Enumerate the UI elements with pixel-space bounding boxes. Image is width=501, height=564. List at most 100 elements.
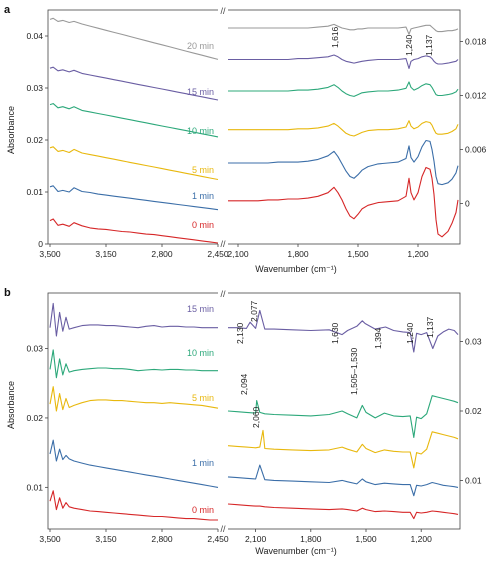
- panel-a-line-left-0-min: [49, 218, 219, 244]
- panel-b-left-ytick-label: 0.03: [26, 344, 43, 354]
- panel-a-line-left-20-min: [49, 17, 219, 60]
- panel-b-right-ytick-label: 0.01: [465, 475, 482, 485]
- panel-b-line-left-5-min: [49, 386, 219, 412]
- panel-b-peak-annotation: 2,130: [235, 322, 245, 344]
- panel-b-right-xtick-label: 2,100: [245, 534, 267, 544]
- panel-a-series-label-0-min: 0 min: [192, 220, 214, 230]
- panel-b-line-right-5-min: [227, 429, 459, 469]
- panel-b-axis-break: //: [220, 524, 226, 534]
- panel-a-left-ytick-label: 0.03: [26, 83, 43, 93]
- panel-a-ylabel: Absorbance: [6, 106, 16, 154]
- panel-b-peak-annotation: 1,240: [405, 322, 415, 344]
- panel-b-series-label-15-min: 15 min: [187, 304, 214, 314]
- panel-b-line-right-1-min: [227, 464, 459, 497]
- panel-a-left-xtick-label: 3,150: [95, 249, 117, 259]
- panel-a-xlabel: Wavenumber (cm⁻¹): [255, 264, 336, 274]
- panel-b-line-left-15-min: [49, 302, 218, 337]
- panel-a-line-left-1-min: [49, 185, 219, 211]
- panel-a-peak-annotation: 1,240: [404, 34, 414, 56]
- panel-a-annotations: 1,616 1,240 1,137: [330, 26, 434, 56]
- panel-b-series: [49, 302, 459, 521]
- panel-b-peak-annotation: 1,630: [330, 322, 340, 344]
- panel-a-right-ytick-label: 0.006: [465, 145, 487, 155]
- panel-a-line-right-15-min: [228, 54, 459, 70]
- panel-a-series-label-10-min: 10 min: [187, 126, 214, 136]
- panel-b-series-labels: 0 min 1 min 5 min 10 min 15 min: [187, 304, 214, 515]
- panel-a-line-right-5-min: [228, 120, 459, 137]
- panel-b-line-right-10-min: [227, 395, 459, 438]
- panel-a-right-ytick-label: 0: [465, 199, 470, 209]
- panel-b-line-right-0-min: [227, 503, 459, 520]
- panel-b-left-xtick-label: 3,150: [95, 534, 117, 544]
- panel-b-series-label-0-min: 0 min: [192, 505, 214, 515]
- panel-a-peak-annotation: 1,137: [424, 34, 434, 56]
- panel-a-left-ytick-label: 0.01: [26, 187, 43, 197]
- panel-b-line-right-15-min: [228, 309, 459, 353]
- panel-a-line-left-15-min: [49, 66, 219, 101]
- panel-b-ylabel: Absorbance: [6, 381, 16, 429]
- panel-b-left-xtick-label: 2,800: [151, 534, 173, 544]
- panel-b-peak-annotation: 2,060: [251, 406, 261, 428]
- panel-b-peak-annotation: 1,137: [425, 316, 435, 338]
- panel-b-break-mask-top: [218, 287, 228, 299]
- panel-a-left-xtick-label: 3,500: [39, 249, 61, 259]
- panel-a-series-label-20-min: 20 min: [187, 41, 214, 51]
- panel-b: b Absorbance Wavenumber (cm⁻¹) // // 3,5…: [4, 287, 482, 556]
- panel-a-right-xtick-label: 1,500: [347, 249, 369, 259]
- panel-b-peak-annotation: 1,394: [373, 327, 383, 349]
- panel-b-label: b: [4, 287, 11, 299]
- panel-a-line-left-10-min: [49, 103, 219, 138]
- panel-a-left-ytick-label: 0.02: [26, 135, 43, 145]
- panel-a-line-right-0-min: [228, 166, 459, 238]
- panel-a-left-ticks: 3,500 3,150 2,800 2,450 0 0.01 0.02 0.03 0.04: [26, 31, 228, 259]
- panel-a: a Absorbance Wavenumber (cm⁻¹) // // 3,5…: [4, 4, 487, 274]
- panel-b-peak-annotation: 1,505–1,530: [349, 347, 359, 395]
- panel-b-left-ticks: 3,500 3,150 2,800 2,450 0.01 0.02 0.03: [26, 344, 228, 544]
- panel-b-right-ytick-label: 0.02: [465, 406, 482, 416]
- panel-b-break-mask: [218, 523, 228, 535]
- panel-b-xlabel: Wavenumber (cm⁻¹): [255, 546, 336, 556]
- panel-a-right-xtick-label: 2,100: [227, 249, 249, 259]
- panel-a-series-label-15-min: 15 min: [187, 87, 214, 97]
- panel-b-line-left-10-min: [49, 349, 218, 379]
- panel-a-right-ticks: 2,100 1,800 1,500 1,200 0 0.006 0.012 0.018: [227, 37, 486, 260]
- panel-b-line-left-0-min: [49, 490, 218, 521]
- panel-a-break-mask-top: [218, 4, 228, 16]
- panel-a-line-right-10-min: [228, 81, 459, 97]
- panel-b-line-left-1-min: [49, 439, 219, 488]
- panel-b-series-label-5-min: 5 min: [192, 393, 214, 403]
- panel-a-left-ytick-label: 0: [38, 239, 43, 249]
- panel-a-axis-break-top: //: [220, 6, 226, 16]
- panel-b-series-label-1-min: 1 min: [192, 458, 214, 468]
- panel-a-right-xtick-label: 1,800: [287, 249, 309, 259]
- panel-a-line-right-1-min: [228, 139, 459, 186]
- panel-b-right-xtick-label: 1,500: [355, 534, 377, 544]
- panel-a-frame: [47, 9, 461, 245]
- panel-a-peak-annotation: 1,616: [330, 26, 340, 48]
- panel-a-axis-break: //: [220, 239, 226, 249]
- panel-a-line-left-5-min: [49, 146, 219, 181]
- panel-b-left-ytick-label: 0.01: [26, 482, 43, 492]
- panel-b-right-xtick-label: 1,800: [300, 534, 322, 544]
- panel-b-annotations: 2,130 2,077 2,094 2,060 1,630 1,505–1,530 1,39…: [235, 300, 435, 428]
- panel-a-left-xtick-label: 2,800: [151, 249, 173, 259]
- panel-b-peak-annotation: 2,094: [239, 373, 249, 395]
- panel-a-series-label-1-min: 1 min: [192, 191, 214, 201]
- panel-a-right-xtick-label: 1,200: [407, 249, 429, 259]
- panel-b-axis-break-top: //: [220, 289, 226, 299]
- panel-b-right-xtick-label: 1,200: [411, 534, 433, 544]
- panel-b-right-ticks: 2,100 1,800 1,500 1,200 0.01 0.02 0.03: [245, 337, 482, 544]
- panel-a-line-right-20-min: [228, 23, 459, 35]
- panel-b-series-label-10-min: 10 min: [187, 348, 214, 358]
- panel-a-series-label-5-min: 5 min: [192, 165, 214, 175]
- panel-a-right-ytick-label: 0.018: [465, 37, 487, 47]
- panel-a-left-xtick-label: 2,450: [207, 249, 229, 259]
- panel-b-left-xtick-label: 3,500: [39, 534, 61, 544]
- panel-b-right-ytick-label: 0.03: [465, 337, 482, 347]
- panel-b-left-xtick-label: 2,450: [207, 534, 229, 544]
- panel-a-break-mask: [218, 238, 228, 250]
- panel-b-peak-annotation: 2,077: [249, 300, 259, 322]
- panel-a-left-ytick-label: 0.04: [26, 31, 43, 41]
- panel-b-left-ytick-label: 0.02: [26, 413, 43, 423]
